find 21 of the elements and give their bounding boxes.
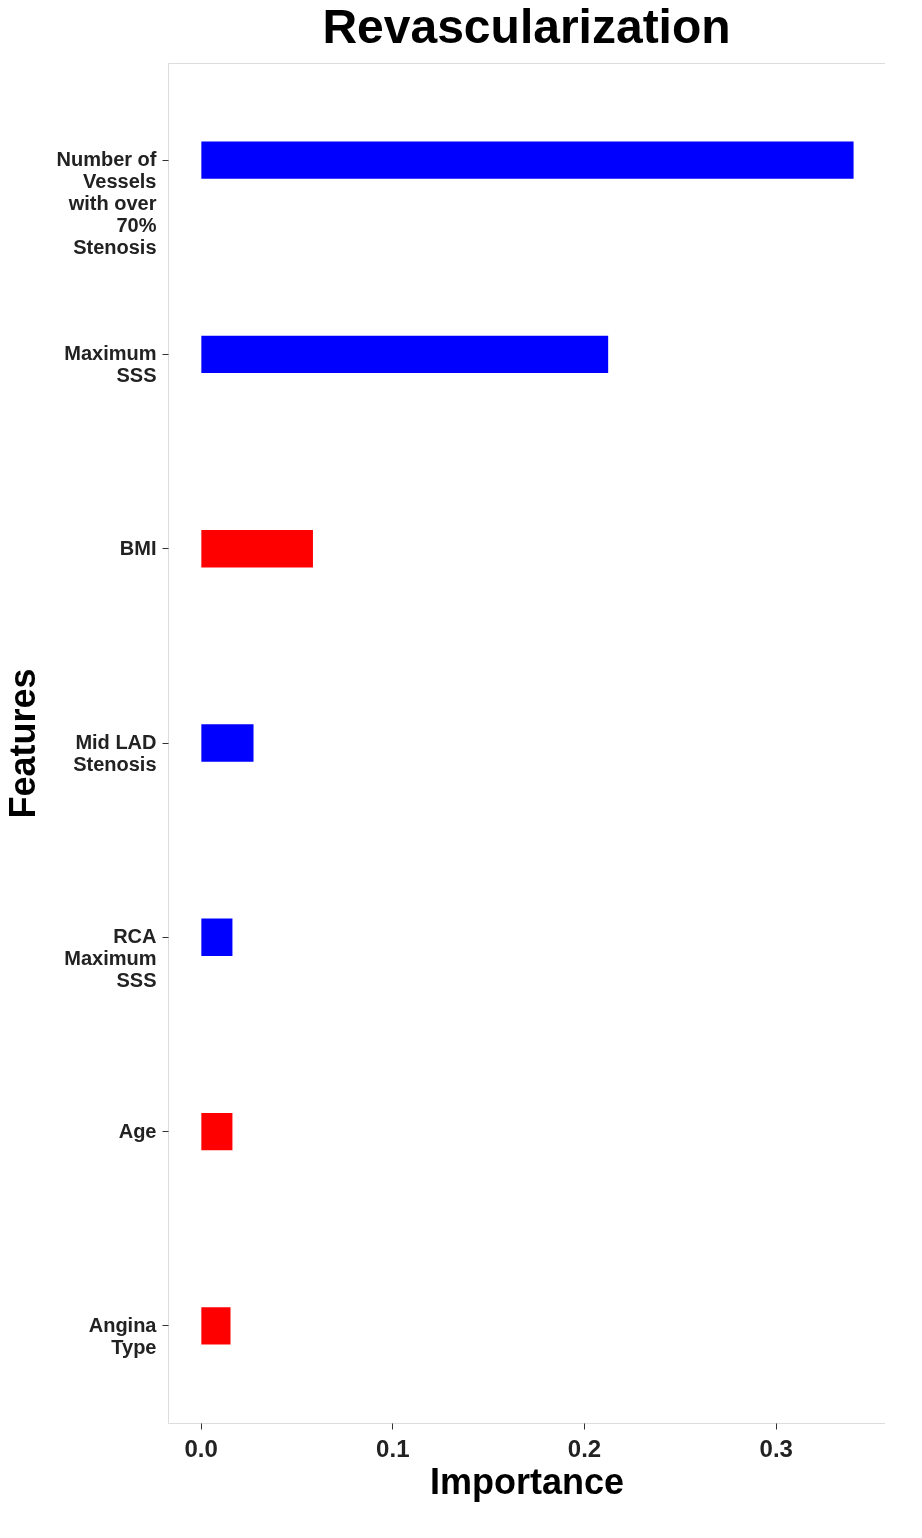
y-tick-label: Maximum SSS	[64, 342, 157, 387]
x-axis-title: Importance	[429, 1460, 625, 1502]
bar	[199, 917, 234, 958]
bar	[199, 139, 856, 181]
y-tick-label: Mid LAD Stenosis	[73, 731, 157, 775]
y-tick-label: Age	[118, 1119, 157, 1142]
x-tick-label: 0.1	[376, 1434, 410, 1462]
bar	[199, 528, 315, 569]
y-tick-label: Angina Type	[88, 1313, 158, 1358]
bar	[199, 722, 256, 764]
y-tick-label: RCA Maximum SSS	[64, 925, 157, 992]
y-tick-label: BMI	[119, 536, 157, 559]
chart-title: Revascularization	[322, 0, 731, 53]
bar	[199, 1305, 233, 1347]
y-axis-title: Features	[1, 668, 43, 819]
x-tick-label: 0.2	[567, 1434, 602, 1462]
bar	[199, 334, 610, 375]
x-tick-label: 0.3	[759, 1434, 793, 1462]
bar	[199, 1111, 234, 1152]
x-tick-label: 0.0	[184, 1434, 218, 1462]
y-tick-label: Number of Vessels with over 70% Stenosis	[56, 148, 157, 259]
